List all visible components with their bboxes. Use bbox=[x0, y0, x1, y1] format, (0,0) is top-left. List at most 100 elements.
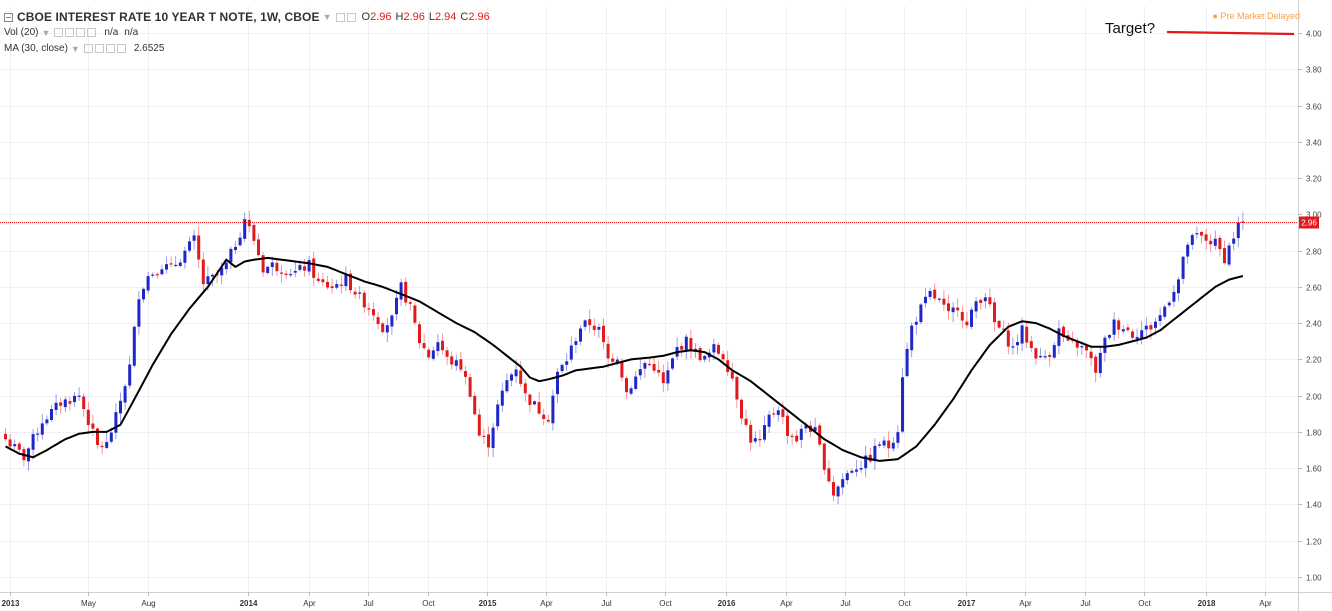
candle-body bbox=[59, 402, 63, 406]
candle-body bbox=[1163, 306, 1167, 317]
candle-body bbox=[192, 235, 196, 241]
eye-icon[interactable] bbox=[54, 28, 64, 37]
candle-body bbox=[31, 434, 35, 450]
add-icon[interactable] bbox=[76, 28, 86, 37]
candle-body bbox=[924, 296, 927, 304]
candle-body bbox=[942, 298, 946, 305]
candle-body bbox=[965, 321, 969, 326]
candle-body bbox=[758, 438, 762, 441]
candle-body bbox=[220, 267, 224, 276]
candle-body bbox=[615, 359, 619, 363]
symbol-legend[interactable]: CBOE INTEREST RATE 10 YEAR T NOTE, 1W, C… bbox=[4, 10, 490, 24]
last-price-label: 2.96 bbox=[1301, 219, 1317, 228]
candle-body bbox=[634, 376, 638, 389]
candle-body bbox=[974, 301, 978, 312]
candle-body bbox=[689, 338, 693, 351]
chevron-down-icon[interactable]: ▼ bbox=[322, 12, 332, 22]
candle-body bbox=[514, 369, 518, 377]
settings-icon[interactable] bbox=[94, 44, 104, 53]
candle-body bbox=[27, 448, 30, 462]
candle-body bbox=[54, 402, 58, 410]
candle-body bbox=[795, 435, 799, 442]
candle-body bbox=[431, 350, 435, 359]
candle-body bbox=[229, 248, 233, 263]
remove-square-icon[interactable] bbox=[346, 12, 356, 22]
candle-body bbox=[602, 325, 605, 343]
annotations: 2.96 Target? bbox=[0, 20, 1319, 229]
candle-body bbox=[1020, 325, 1024, 344]
candle-body bbox=[625, 378, 628, 393]
candle-body bbox=[418, 324, 421, 344]
candle-body bbox=[330, 286, 334, 289]
candle-body bbox=[266, 266, 270, 274]
candle-body bbox=[36, 433, 40, 435]
candle-body bbox=[565, 361, 569, 365]
candle-body bbox=[901, 377, 904, 432]
candle-body bbox=[1098, 352, 1102, 374]
candle-body bbox=[1103, 337, 1107, 353]
candle-body bbox=[1025, 326, 1029, 343]
settings-square-icon[interactable] bbox=[335, 12, 345, 22]
chevron-down-icon[interactable]: ▼ bbox=[70, 43, 80, 54]
candle-body bbox=[1204, 234, 1208, 241]
price-tick-label: 1.20 bbox=[1306, 538, 1322, 547]
price-tick-label: 2.00 bbox=[1306, 393, 1322, 402]
add-icon[interactable] bbox=[105, 44, 115, 53]
candle-body bbox=[339, 284, 343, 286]
candle-body bbox=[1223, 248, 1226, 264]
volume-legend[interactable]: Vol (20) ▼ n/a n/a bbox=[4, 27, 138, 38]
candle-body bbox=[238, 237, 242, 246]
candle-body bbox=[1085, 345, 1088, 351]
candle-body bbox=[1209, 240, 1213, 245]
eye-icon[interactable] bbox=[83, 44, 93, 53]
candle-body bbox=[1140, 330, 1144, 339]
candle-body bbox=[491, 427, 495, 449]
candle-body bbox=[822, 443, 826, 470]
time-tick-label: Apr bbox=[1259, 599, 1272, 608]
candle-body bbox=[947, 303, 950, 312]
collapse-icon[interactable] bbox=[4, 12, 13, 22]
candle-body bbox=[1195, 233, 1199, 235]
close-icon[interactable] bbox=[116, 44, 126, 53]
candle-body bbox=[128, 364, 132, 386]
ohlc-low-key: L bbox=[428, 11, 435, 23]
candle-body bbox=[781, 409, 785, 417]
candle-body bbox=[1149, 325, 1153, 330]
candle-body bbox=[155, 274, 159, 276]
candle-body bbox=[988, 297, 992, 305]
candle-body bbox=[13, 444, 17, 447]
candle-body bbox=[763, 425, 766, 440]
candle-body bbox=[533, 401, 536, 405]
time-tick-label: 2016 bbox=[718, 599, 736, 608]
candle-body bbox=[1232, 238, 1236, 244]
candle-body bbox=[243, 219, 247, 239]
candle-body bbox=[845, 473, 849, 481]
ma-legend[interactable]: MA (30, close) ▼ 2.6525 bbox=[4, 43, 164, 54]
candle-body bbox=[648, 363, 651, 366]
candle-body bbox=[197, 235, 201, 260]
candle-body bbox=[312, 258, 316, 278]
ohlc-high-key: H bbox=[395, 11, 404, 23]
candle-body bbox=[73, 395, 76, 403]
price-tick-label: 3.80 bbox=[1306, 66, 1322, 75]
ma-line bbox=[5, 256, 1244, 462]
settings-icon[interactable] bbox=[65, 28, 75, 37]
candle-body bbox=[275, 262, 279, 272]
time-tick-label: Jul bbox=[363, 599, 373, 608]
candle-body bbox=[119, 400, 122, 414]
candle-body bbox=[671, 358, 674, 369]
chevron-down-icon[interactable]: ▼ bbox=[41, 27, 51, 38]
close-icon[interactable] bbox=[87, 28, 97, 37]
candle-body bbox=[523, 383, 527, 394]
candle-body bbox=[247, 219, 251, 227]
candle-body bbox=[385, 325, 389, 333]
candle-body bbox=[1121, 329, 1125, 332]
time-tick-label: May bbox=[81, 599, 96, 608]
candle-body bbox=[459, 359, 463, 370]
candle-body bbox=[740, 399, 743, 419]
candle-body bbox=[1034, 348, 1038, 359]
candle-body bbox=[468, 377, 472, 397]
candle-body bbox=[8, 439, 12, 447]
target-line[interactable] bbox=[1166, 30, 1295, 36]
